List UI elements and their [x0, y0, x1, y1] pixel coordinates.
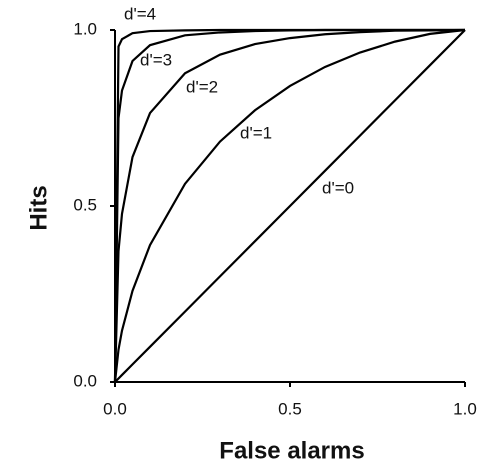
x-axis-title: False alarms: [219, 437, 364, 464]
curve-label: d'=1: [240, 123, 272, 142]
x-tick-label: 1.0: [453, 399, 477, 418]
curve-label: d'=0: [322, 178, 354, 197]
roc-curve: [113, 28, 466, 383]
y-axis-title: Hits: [25, 185, 52, 230]
roc-curve: [114, 29, 466, 383]
roc-curve: [113, 28, 466, 383]
x-tick-label: 0.5: [278, 399, 302, 418]
y-tick-label: 1.0: [73, 19, 97, 38]
x-tick-label: 0.0: [103, 399, 127, 418]
y-tick-label: 0.5: [73, 195, 97, 214]
curve-label: d'=4: [124, 4, 156, 23]
curve-label: d'=2: [186, 77, 218, 96]
y-tick-label: 0.0: [73, 371, 97, 390]
curve-label: d'=3: [140, 50, 172, 69]
